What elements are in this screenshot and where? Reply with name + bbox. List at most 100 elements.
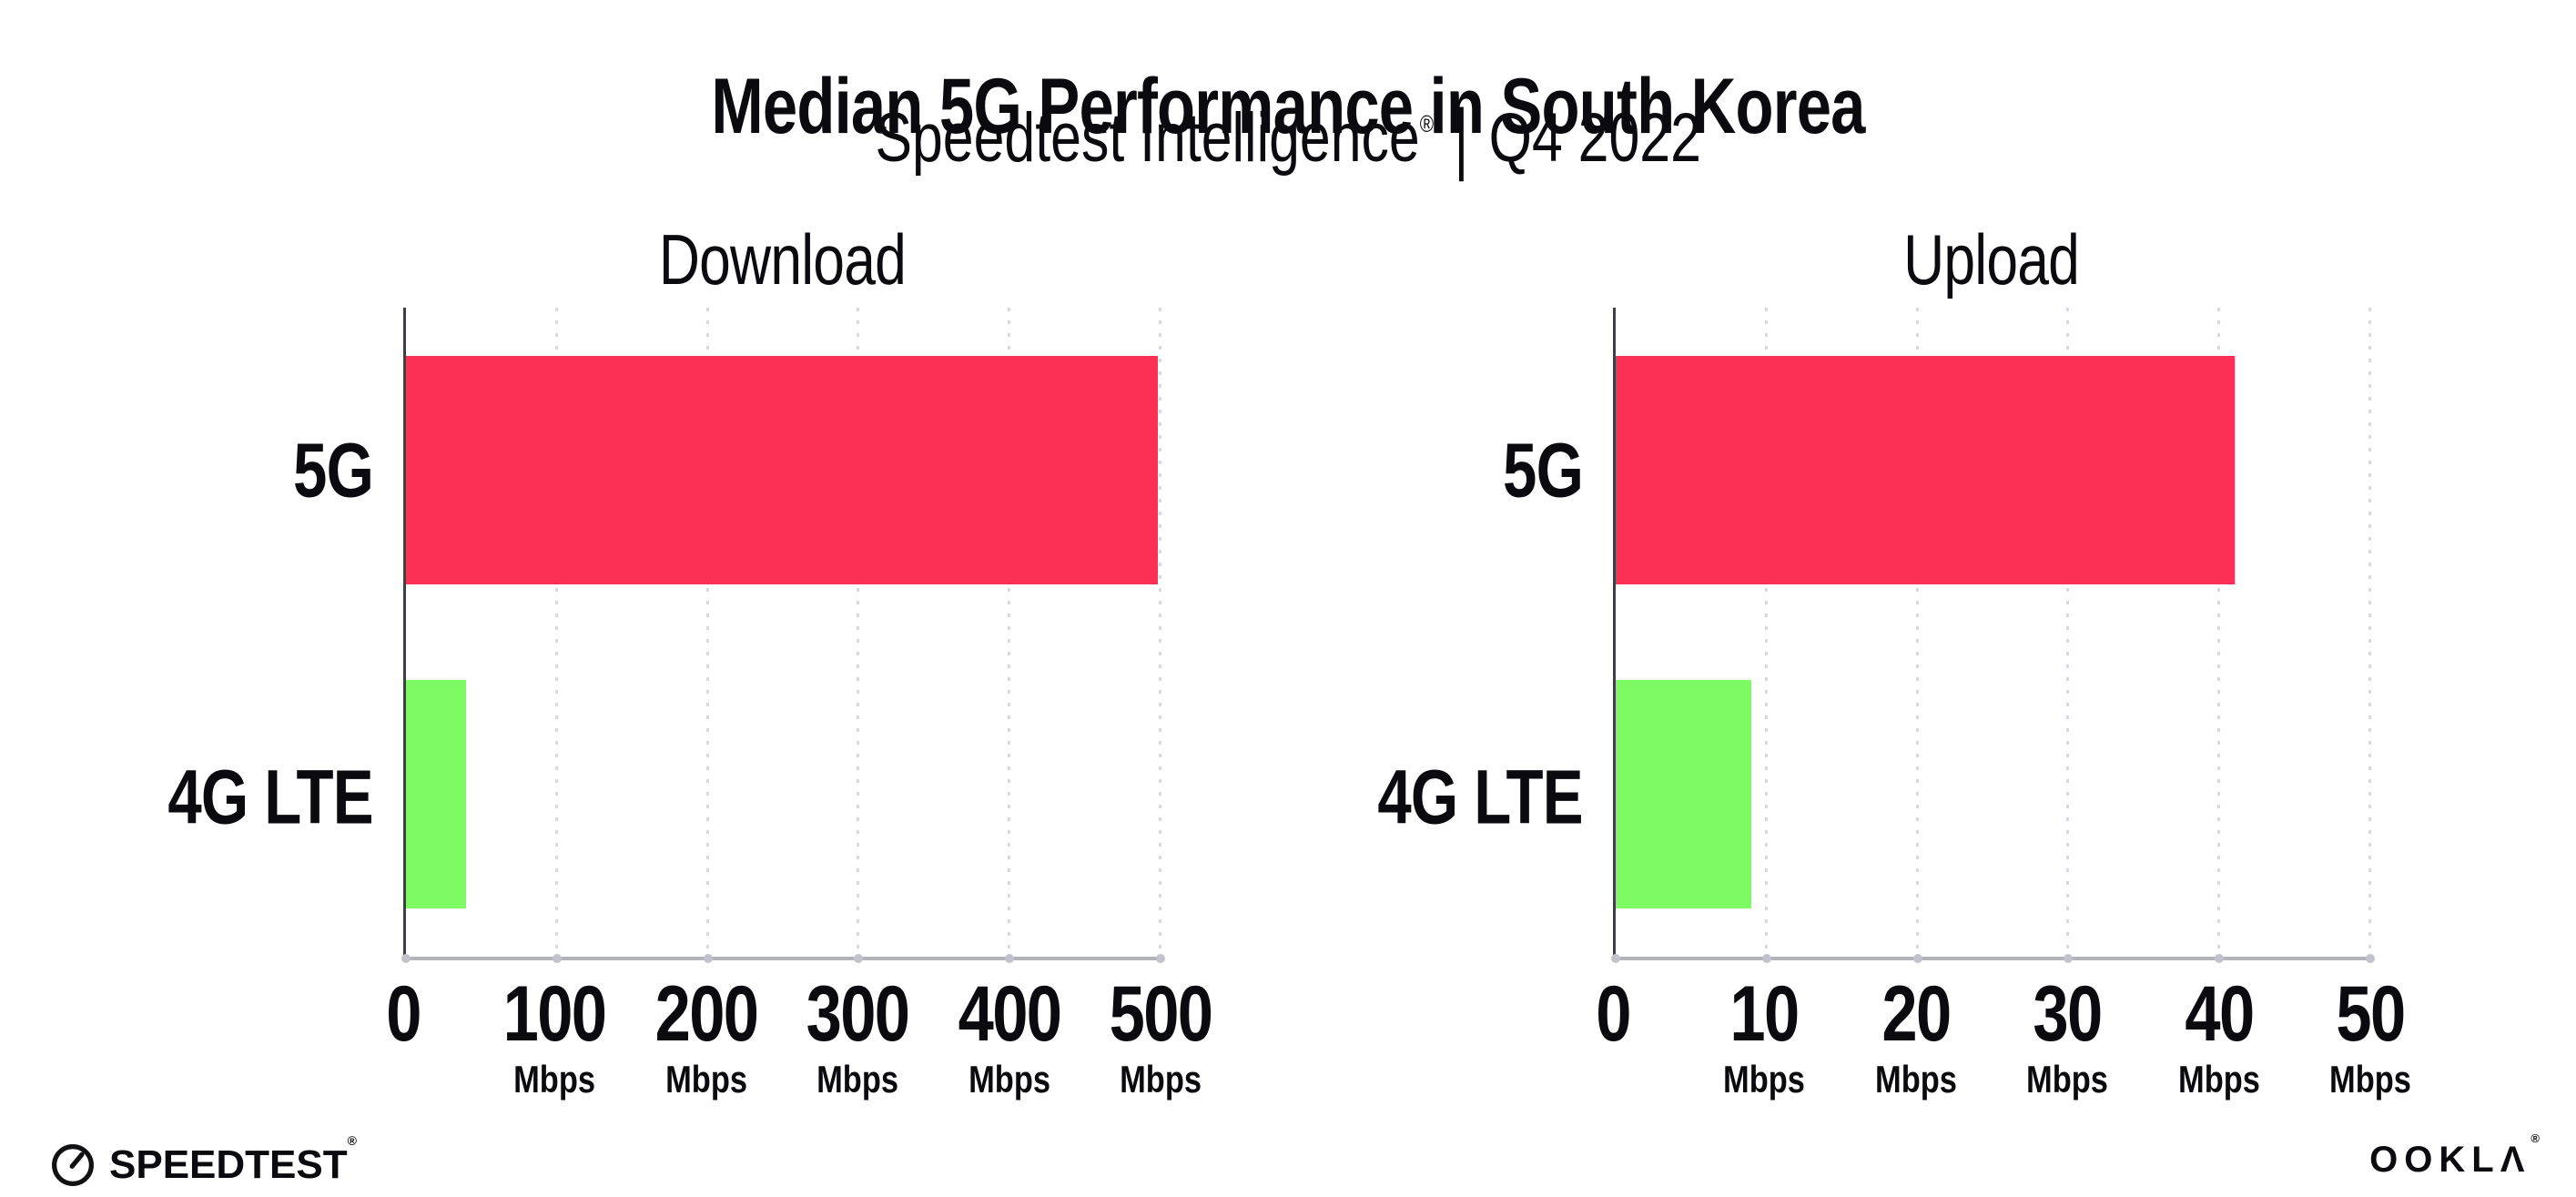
axis-tick-dot-40 bbox=[2215, 954, 2225, 963]
x-tick-unit-text: Mbps bbox=[513, 1058, 596, 1101]
x-tick-unit: Mbps bbox=[1098, 1060, 1223, 1099]
x-tick-unit-text: Mbps bbox=[968, 1058, 1050, 1101]
page-title-text: Median 5G Performance in South Korea bbox=[711, 62, 1865, 150]
x-tick-label-0: 0 bbox=[1592, 975, 1634, 1053]
gridline-400 bbox=[1008, 308, 1011, 957]
x-tick-number-text: 0 bbox=[1596, 970, 1631, 1058]
upload-x-axis: 0 10 Mbps 20 Mbps 30 Mbps 40 Mbps 50 Mbps bbox=[1596, 960, 2411, 1115]
page-title: Median 5G Performance in South Korea bbox=[0, 62, 2576, 152]
5g-category-label: 5G bbox=[1502, 427, 1584, 513]
gridline-500 bbox=[1159, 308, 1161, 957]
gridline-50 bbox=[2368, 308, 2371, 957]
x-tick-number: 50 bbox=[2320, 975, 2420, 1053]
x-tick-unit-text: Mbps bbox=[2026, 1058, 2109, 1101]
download-chart-title-text: Download bbox=[658, 219, 906, 299]
gridline-200 bbox=[705, 308, 709, 957]
x-tick-number-text: 300 bbox=[806, 970, 910, 1058]
speedtest-registered-mark-icon: ® bbox=[347, 1133, 357, 1149]
registered-mark-icon: ® bbox=[1419, 109, 1434, 137]
4g-lte-category-label: 4G LTE bbox=[167, 754, 374, 840]
x-tick-number-text: 400 bbox=[958, 970, 1061, 1058]
subtitle-period: Q4 2022 bbox=[1488, 99, 1701, 177]
4g-lte-bar bbox=[1616, 680, 1752, 909]
axis-tick-dot-300 bbox=[854, 954, 864, 963]
upload-chart-title-text: Upload bbox=[1903, 219, 2081, 299]
download-category-labels: 5G 4G LTE bbox=[112, 308, 403, 960]
x-tick-number: 500 bbox=[1098, 975, 1223, 1053]
x-tick-unit-text: Mbps bbox=[816, 1058, 899, 1101]
x-tick-number: 200 bbox=[644, 975, 769, 1053]
x-tick-number-text: 50 bbox=[2336, 970, 2406, 1058]
upload-category-labels: 5G 4G LTE bbox=[1322, 308, 1613, 960]
x-tick-unit-text: Mbps bbox=[1120, 1058, 1202, 1101]
axis-tick-dot-200 bbox=[703, 954, 713, 963]
upload-chart-body: 5G 4G LTE bbox=[1322, 308, 2375, 963]
x-tick-unit-text: Mbps bbox=[664, 1058, 747, 1101]
x-tick-number: 0 bbox=[382, 975, 424, 1053]
download-x-axis: 0 100 Mbps 200 Mbps 300 Mbps 400 Mbps 500 Mbps bbox=[386, 960, 1213, 1115]
x-tick-unit: Mbps bbox=[2169, 1060, 2269, 1099]
speedtest-gauge-icon bbox=[52, 1144, 94, 1186]
x-tick-number-text: 30 bbox=[2033, 970, 2104, 1058]
x-tick-number: 100 bbox=[492, 975, 618, 1053]
upload-chart-title: Upload bbox=[1613, 218, 2370, 308]
axis-tick-dot-30 bbox=[2064, 954, 2074, 963]
ookla-logo: OOKLΛ® bbox=[2369, 1131, 2540, 1181]
axis-tick-dot-400 bbox=[1005, 954, 1015, 963]
axis-tick-dot-0 bbox=[401, 954, 411, 963]
axis-tick-dot-500 bbox=[1156, 954, 1165, 963]
download-chart-title: Download bbox=[403, 218, 1161, 308]
gridline-30 bbox=[2066, 308, 2070, 957]
gridline-100 bbox=[554, 308, 558, 957]
x-tick-number-text: 10 bbox=[1729, 970, 1800, 1058]
x-tick-number: 0 bbox=[1592, 975, 1634, 1053]
gridline-40 bbox=[2217, 308, 2221, 957]
x-tick-label-10: 10 Mbps bbox=[1715, 975, 1815, 1099]
5g-category-label: 5G bbox=[292, 427, 374, 513]
x-tick-label-200: 200 Mbps bbox=[644, 975, 769, 1099]
x-tick-unit-text: Mbps bbox=[1874, 1058, 1957, 1101]
x-tick-unit-text: Mbps bbox=[2177, 1058, 2260, 1101]
x-tick-number: 40 bbox=[2169, 975, 2269, 1053]
download-plot-area bbox=[401, 308, 1165, 963]
x-tick-unit-text: Mbps bbox=[1723, 1058, 1806, 1101]
speedtest-logo: SPEEDTEST® bbox=[49, 1133, 357, 1189]
subtitle-separator: | bbox=[1454, 93, 1469, 183]
x-tick-number-text: 20 bbox=[1881, 970, 1952, 1058]
4g-lte-bar bbox=[406, 680, 467, 909]
ookla-registered-mark-icon: ® bbox=[2530, 1131, 2540, 1145]
x-tick-label-100: 100 Mbps bbox=[492, 975, 618, 1099]
x-tick-number: 400 bbox=[947, 975, 1072, 1053]
x-tick-unit: Mbps bbox=[644, 1060, 769, 1099]
x-tick-number-text: 100 bbox=[503, 970, 607, 1058]
speedtest-wordmark-text: SPEEDTEST bbox=[109, 1142, 348, 1187]
gridline-20 bbox=[1915, 308, 1919, 957]
axis-tick-dot-10 bbox=[1761, 954, 1771, 963]
subtitle-brand: Speedtest Intelligence bbox=[875, 99, 1420, 177]
x-tick-label-50: 50 Mbps bbox=[2320, 975, 2420, 1099]
axis-tick-dot-100 bbox=[552, 954, 562, 963]
x-tick-number-text: 500 bbox=[1109, 970, 1213, 1058]
x-tick-label-20: 20 Mbps bbox=[1866, 975, 1966, 1099]
x-tick-unit: Mbps bbox=[2017, 1060, 2117, 1099]
upload-chart: Upload 5G 4G LTE 0 10 Mbps 20 Mbps 30 Mbps 40 Mbp… bbox=[1322, 218, 2411, 1115]
x-tick-number: 300 bbox=[795, 975, 920, 1053]
x-tick-number-text: 0 bbox=[386, 970, 421, 1058]
x-tick-label-0: 0 bbox=[382, 975, 424, 1053]
x-tick-label-500: 500 Mbps bbox=[1098, 975, 1223, 1099]
5g-bar bbox=[1616, 355, 2235, 584]
x-tick-number: 20 bbox=[1866, 975, 1966, 1053]
x-tick-number: 30 bbox=[2017, 975, 2117, 1053]
x-tick-label-300: 300 Mbps bbox=[795, 975, 920, 1099]
x-tick-number-text: 200 bbox=[654, 970, 758, 1058]
page-subtitle: Speedtest Intelligence® | Q4 2022 bbox=[0, 94, 2576, 183]
download-chart: Download 5G 4G LTE 0 100 Mbps 200 Mbps 300 Mbps… bbox=[112, 218, 1213, 1115]
download-chart-body: 5G 4G LTE bbox=[112, 308, 1165, 963]
x-tick-label-40: 40 Mbps bbox=[2169, 975, 2269, 1099]
x-tick-unit: Mbps bbox=[947, 1060, 1072, 1099]
ookla-wordmark-text: OOKLΛ bbox=[2369, 1140, 2531, 1180]
x-tick-unit: Mbps bbox=[795, 1060, 920, 1099]
gridline-10 bbox=[1764, 308, 1768, 957]
4g-lte-category-label: 4G LTE bbox=[1377, 754, 1584, 840]
page-subtitle-text: Speedtest Intelligence® | Q4 2022 bbox=[875, 94, 1701, 183]
